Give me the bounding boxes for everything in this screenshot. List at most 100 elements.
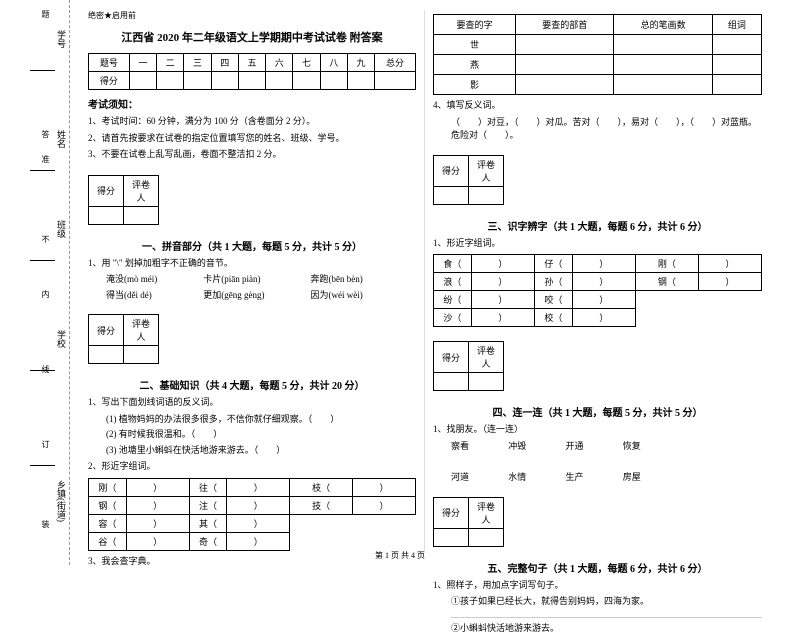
blank[interactable]: [89, 346, 124, 364]
blank[interactable]: [434, 186, 469, 204]
th: 九: [347, 54, 374, 72]
blank[interactable]: [614, 75, 712, 95]
exam-title: 江西省 2020 年二年级语文上学期期中考试试卷 附答案: [88, 29, 416, 45]
blank[interactable]: [375, 72, 416, 90]
sb-r: 评卷人: [469, 497, 504, 528]
label-town: 乡镇(街道): [55, 480, 68, 522]
sb-r: 评卷人: [124, 175, 159, 206]
q5-1: 1、照样子，用加点字词写句子。: [433, 579, 762, 593]
blank[interactable]: [614, 35, 712, 55]
c: ）: [698, 273, 761, 291]
c: 谷（: [89, 532, 127, 550]
w: 开通: [566, 440, 621, 454]
blank[interactable]: [434, 528, 469, 546]
blank[interactable]: [320, 72, 347, 90]
c: 浪（: [434, 273, 472, 291]
blank[interactable]: [184, 72, 211, 90]
c: ）: [126, 496, 189, 514]
blank: [635, 291, 698, 309]
blank: [290, 532, 353, 550]
w: 察看: [451, 440, 506, 454]
blank[interactable]: [469, 186, 504, 204]
score-box: 得分评卷人: [433, 337, 504, 395]
blank[interactable]: [614, 55, 712, 75]
blank[interactable]: [469, 373, 504, 391]
sb-l: 得分: [434, 342, 469, 373]
fold-char: 线: [40, 365, 51, 383]
sb-r: 评卷人: [469, 155, 504, 186]
h: 组词: [712, 15, 761, 35]
blank[interactable]: [157, 72, 184, 90]
pinyin: 更加(gēng gèng): [203, 289, 308, 303]
blank[interactable]: [266, 72, 293, 90]
blank[interactable]: [129, 72, 156, 90]
c: 注（: [189, 496, 227, 514]
c: 沙（: [434, 309, 472, 327]
c: 孙（: [534, 273, 572, 291]
pinyin: 卡片(piān piàn): [203, 273, 308, 287]
pinyin: 得当(děi dé): [106, 289, 201, 303]
blank[interactable]: [712, 35, 761, 55]
sub: ①孩子如果已经长大，就得告别妈妈，四海为家。: [451, 595, 762, 609]
c: 往（: [189, 478, 227, 496]
sub: ②小蝌蚪快活地游来游去。: [451, 617, 762, 635]
c: 咬（: [534, 291, 572, 309]
c: ）: [227, 496, 290, 514]
blank[interactable]: [124, 346, 159, 364]
score-header-table: 题号 一 二 三 四 五 六 七 八 九 总分 得分: [88, 53, 416, 90]
fold-char: 题: [40, 10, 51, 28]
q2-4-text: （ ）对豆，（ ）对瓜。苦对（ ），易对（ ），（ ）对蓝瓶。危险对（ ）。: [451, 116, 762, 143]
blank[interactable]: [712, 55, 761, 75]
blank[interactable]: [469, 528, 504, 546]
c: ）: [126, 514, 189, 532]
th: 题号: [89, 54, 130, 72]
h: 总的笔画数: [614, 15, 712, 35]
th: 六: [266, 54, 293, 72]
char-table-3: 食（）仔（）刚（） 浪（）孙（）钢（） 纷（）咬（） 沙（）校（）: [433, 254, 762, 327]
blank[interactable]: [89, 206, 124, 224]
c: ）: [227, 478, 290, 496]
c: ）: [471, 255, 534, 273]
w: 恢复: [623, 441, 641, 451]
sb-r: 评卷人: [469, 342, 504, 373]
c: 容（: [89, 514, 127, 532]
match-row2: 河道 水情 生产 房屋: [451, 471, 762, 485]
blank[interactable]: [347, 72, 374, 90]
blank[interactable]: [516, 75, 614, 95]
c: ）: [698, 255, 761, 273]
sb-l: 得分: [434, 155, 469, 186]
sb-r: 评卷人: [124, 315, 159, 346]
q4-1: 1、找朋友。（连一连）: [433, 423, 762, 437]
blank[interactable]: [516, 35, 614, 55]
char-table: 刚（）往（）枝（） 钢（）注（）技（） 容（）其（） 谷（）奇（）: [88, 478, 416, 551]
th: 一: [129, 54, 156, 72]
blank[interactable]: [516, 55, 614, 75]
w: 冲毁: [508, 440, 563, 454]
page-footer: 第 1 页 共 4 页: [0, 550, 800, 561]
blank[interactable]: [211, 72, 238, 90]
pinyin: 奔跑(bēn bèn): [311, 274, 363, 284]
c: 技（: [290, 496, 353, 514]
c: 刚（: [635, 255, 698, 273]
th: 总分: [375, 54, 416, 72]
c: ）: [126, 532, 189, 550]
blank[interactable]: [124, 206, 159, 224]
c: ）: [227, 514, 290, 532]
blank[interactable]: [238, 72, 265, 90]
c: 校（: [534, 309, 572, 327]
th: 二: [157, 54, 184, 72]
c: 纷（: [434, 291, 472, 309]
blank[interactable]: [434, 373, 469, 391]
fold-char: 内: [40, 290, 51, 308]
w: 河道: [451, 471, 506, 485]
blank[interactable]: [712, 75, 761, 95]
r: 燕: [434, 55, 516, 75]
section-3-title: 三、识字辨字（共 1 大题，每题 6 分，共计 6 分）: [433, 218, 762, 233]
section-5-title: 五、完整句子（共 1 大题，每题 6 分，共计 6 分）: [433, 560, 762, 575]
blank[interactable]: [293, 72, 320, 90]
r: 影: [434, 75, 516, 95]
h: 要查的字: [434, 15, 516, 35]
c: 食（: [434, 255, 472, 273]
td: 得分: [89, 72, 130, 90]
th: 八: [320, 54, 347, 72]
